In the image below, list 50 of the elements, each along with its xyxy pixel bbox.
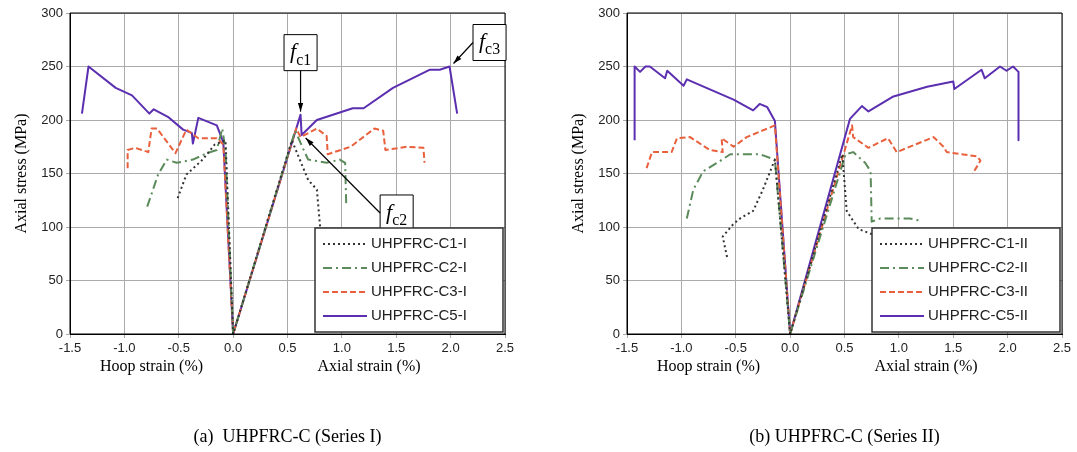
text: (b) UHPFRC-C (Series II) <box>749 425 940 447</box>
x-tick-label: 0.5 <box>835 340 854 356</box>
legend-label: UHPFRC-C5-II <box>928 306 1028 324</box>
x-tick-label: 1.0 <box>332 340 351 356</box>
x-tick-label: 2.0 <box>998 340 1017 356</box>
x-tick-label: -1.0 <box>670 340 693 356</box>
line-series <box>685 151 921 334</box>
x-axis-title: Hoop strain (%) <box>100 357 204 376</box>
x-tick-label: -1.0 <box>113 340 136 356</box>
y-tick-label: 300 <box>41 4 63 20</box>
line-series <box>146 127 348 334</box>
x-tick-label: -0.5 <box>724 340 747 356</box>
x-tick-label: 1.0 <box>889 340 908 356</box>
y-tick-label: 150 <box>598 165 620 181</box>
y-tick-label: 50 <box>48 272 63 288</box>
x-tick-label: -1.5 <box>58 340 82 356</box>
y-tick-label: 200 <box>598 111 620 127</box>
y-tick-label: 0 <box>612 325 620 341</box>
legend-label: UHPFRC-C2-I <box>371 258 467 276</box>
y-tick-label: 50 <box>605 272 620 288</box>
legend-label: UHPFRC-C5-I <box>371 306 467 324</box>
legend-label: UHPFRC-C3-I <box>371 282 467 300</box>
text: (a) UHPFRC-C (Series I) <box>193 425 382 447</box>
y-tick-label: 250 <box>598 58 620 74</box>
x-tick-label: -1.5 <box>615 340 639 356</box>
y-tick-label: 300 <box>598 4 620 20</box>
y-tick-label: 200 <box>41 111 63 127</box>
x-axis-title: Hoop strain (%) <box>657 357 761 376</box>
text: Axial strain (%) <box>874 357 978 376</box>
x-tick-label: 2.5 <box>1052 340 1072 356</box>
legend-label: UHPFRC-C3-II <box>928 282 1028 300</box>
y-tick-label: 100 <box>41 218 63 234</box>
x-tick-label: 1.5 <box>944 340 963 356</box>
x-tick-label: 0.5 <box>278 340 297 356</box>
x-tick-label: 2.0 <box>441 340 460 356</box>
y-axis-title: Axial stress (MPa) <box>12 113 31 234</box>
x-tick-label: 0.0 <box>781 340 800 356</box>
legend-label: UHPFRC-C1-II <box>928 234 1028 252</box>
x-tick-label: 1.5 <box>387 340 406 356</box>
y-tick-label: 150 <box>41 165 63 181</box>
y-tick-label: 0 <box>55 325 63 341</box>
y-axis-title: Axial stress (MPa) <box>569 113 588 234</box>
legend-label: UHPFRC-C2-II <box>928 258 1028 276</box>
y-tick-label: 250 <box>41 58 63 74</box>
legend-label: UHPFRC-C1-I <box>371 234 467 252</box>
y-tick-label: 100 <box>598 218 620 234</box>
x-tick-label: -0.5 <box>167 340 190 356</box>
x-tick-label: 0.0 <box>224 340 243 356</box>
x-tick-label: 2.5 <box>495 340 515 356</box>
text: Axial strain (%) <box>317 357 421 376</box>
